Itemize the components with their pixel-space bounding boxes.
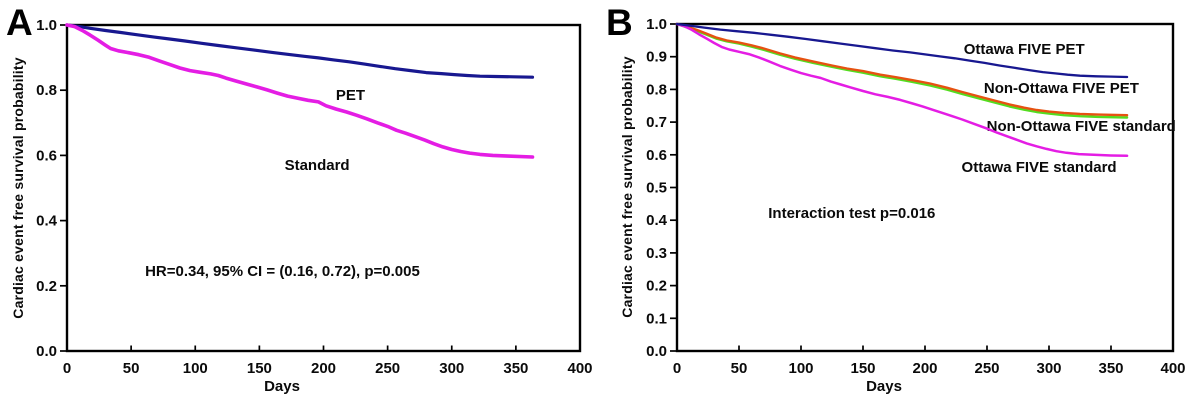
panel-a-stat-annotation: HR=0.34, 95% CI = (0.16, 0.72), p=0.005 bbox=[145, 263, 420, 280]
y-tick-label: 0.4 bbox=[646, 212, 668, 229]
non-ottawa-five-standard-curve-label: Non-Ottawa FIVE standard bbox=[987, 118, 1176, 135]
ottawa-five-pet-curve-label: Ottawa FIVE PET bbox=[964, 41, 1085, 58]
plot-frame bbox=[65, 23, 582, 353]
non-ottawa-five-pet-curve bbox=[675, 22, 1129, 117]
panel-b-stat-annotation: Interaction test p=0.016 bbox=[768, 205, 935, 222]
x-tick-label: 200 bbox=[912, 360, 937, 377]
y-tick-label: 0.9 bbox=[646, 49, 667, 66]
y-tick-label: 0.6 bbox=[646, 147, 667, 164]
standard-curve bbox=[65, 23, 535, 159]
pet-curve-label: PET bbox=[336, 87, 365, 104]
x-tick-label: 50 bbox=[731, 360, 748, 377]
panel-a-plot: 0 50 100 150 200 250 300 350 400 0.0 0.2 0.4 0.6 0.8 1… bbox=[36, 17, 592, 377]
y-tick-label: 0.0 bbox=[36, 343, 57, 360]
y-tick-label: 0.5 bbox=[646, 180, 667, 197]
x-tick-label: 0 bbox=[673, 360, 681, 377]
x-tick-label: 250 bbox=[375, 360, 400, 377]
x-tick-label: 150 bbox=[247, 360, 272, 377]
panel-a-x-axis-label: Days bbox=[264, 378, 300, 395]
x-tick-label: 200 bbox=[311, 360, 336, 377]
y-tick-label: 0.2 bbox=[646, 278, 667, 295]
y-tick-label: 0.8 bbox=[36, 82, 57, 99]
x-tick-label: 300 bbox=[1036, 360, 1061, 377]
x-tick-label: 300 bbox=[439, 360, 464, 377]
x-tick-label: 0 bbox=[63, 360, 71, 377]
panel-b-letter: B bbox=[606, 2, 633, 43]
x-tick-label: 350 bbox=[503, 360, 528, 377]
y-tick-label: 0.7 bbox=[646, 114, 667, 131]
ottawa-five-pet-curve bbox=[675, 22, 1129, 79]
panel-b-x-axis-label: Days bbox=[866, 378, 902, 395]
panel-b-plot: 0 50 100 150 200 250 300 350 400 0.0 0.1 0.2 0.3 0.4 0… bbox=[646, 16, 1185, 377]
panel-a-letter: A bbox=[6, 2, 33, 43]
pet-curve bbox=[65, 23, 535, 79]
x-tick-label: 150 bbox=[850, 360, 875, 377]
ottawa-five-standard-curve-label: Ottawa FIVE standard bbox=[962, 159, 1117, 176]
y-tick-label: 0.6 bbox=[36, 147, 57, 164]
y-tick-label: 0.0 bbox=[646, 343, 667, 360]
y-tick-label: 1.0 bbox=[36, 17, 57, 34]
non-ottawa-five-standard-curve bbox=[675, 22, 1129, 119]
plot-frame bbox=[675, 22, 1175, 353]
x-tick-label: 250 bbox=[974, 360, 999, 377]
y-tick-label: 0.1 bbox=[646, 310, 667, 327]
y-tick-label: 0.2 bbox=[36, 278, 57, 295]
ottawa-five-standard-curve bbox=[675, 22, 1129, 158]
x-tick-label: 400 bbox=[1160, 360, 1185, 377]
y-tick-label: 1.0 bbox=[646, 16, 667, 33]
x-tick-label: 100 bbox=[788, 360, 813, 377]
panel-a: A Cardiac event free survival probabilit… bbox=[6, 2, 593, 395]
x-tick-label: 100 bbox=[183, 360, 208, 377]
non-ottawa-five-pet-curve-label: Non-Ottawa FIVE PET bbox=[984, 80, 1139, 97]
y-tick-label: 0.8 bbox=[646, 81, 667, 98]
standard-curve-label: Standard bbox=[285, 157, 350, 174]
x-tick-label: 350 bbox=[1098, 360, 1123, 377]
y-tick-label: 0.3 bbox=[646, 245, 667, 262]
y-tick-label: 0.4 bbox=[36, 213, 58, 230]
x-tick-label: 50 bbox=[123, 360, 140, 377]
x-tick-label: 400 bbox=[567, 360, 592, 377]
panel-b: B Cardiac event free survival probabilit… bbox=[600, 0, 1200, 413]
